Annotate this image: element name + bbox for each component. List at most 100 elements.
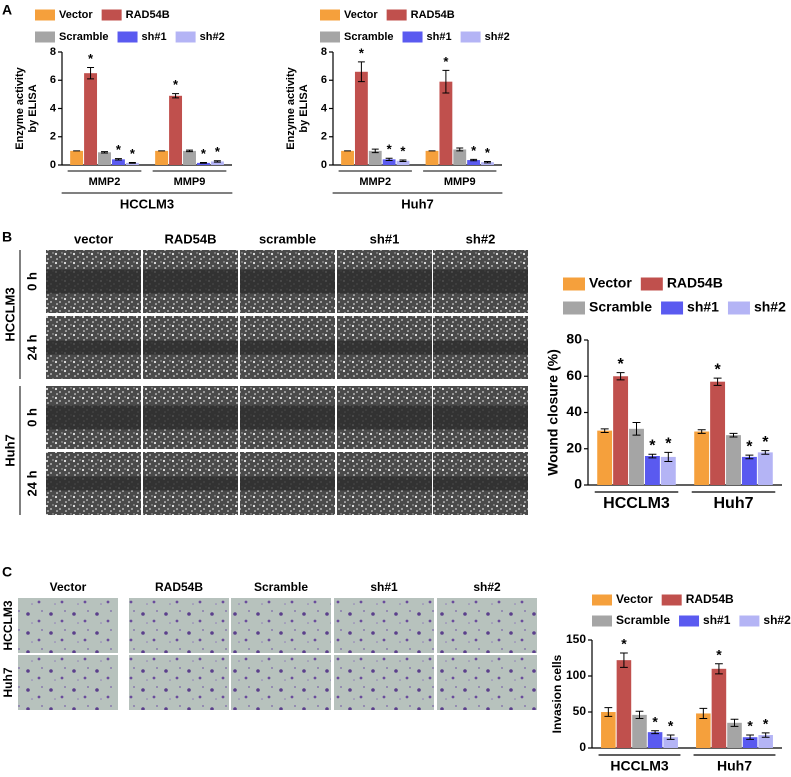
wound-gap — [143, 340, 238, 355]
y-tick-label: 60 — [566, 367, 582, 383]
bar — [341, 150, 354, 165]
row-label: HCCLM3 — [1, 600, 15, 650]
invasion-image — [129, 598, 229, 653]
y-tick-label: 8 — [50, 46, 56, 58]
error-bar — [651, 730, 659, 735]
bar — [629, 428, 644, 485]
column-header: vector — [74, 231, 113, 246]
legend-swatch — [739, 615, 760, 627]
legend-swatch — [35, 31, 55, 43]
wound-gap — [143, 405, 238, 430]
column-header: sh#2 — [473, 580, 501, 594]
legend-label: Vector — [344, 9, 378, 21]
error-bar — [604, 707, 613, 717]
error-bar — [128, 161, 136, 164]
wound-gap — [46, 476, 141, 491]
y-axis-label: Enzyme activity — [285, 66, 297, 149]
legend-label: sh#2 — [754, 299, 786, 315]
panel-label: C — [2, 564, 12, 580]
legend-swatch — [402, 31, 423, 43]
legend-swatch — [661, 301, 684, 315]
y-axis-label: Invasion cells — [550, 654, 564, 733]
bar — [183, 150, 196, 165]
legend-label: Scramble — [344, 31, 394, 43]
significance-mark: * — [387, 142, 393, 157]
wound-gap — [433, 476, 528, 491]
bar — [742, 737, 758, 748]
time-label: 0 h — [24, 272, 39, 291]
x-tick-label: Huh7 — [714, 495, 754, 512]
significance-mark: * — [649, 437, 656, 454]
significance-mark: * — [400, 143, 406, 158]
significance-mark: * — [714, 361, 721, 378]
x-tick-label: MMP9 — [174, 176, 206, 188]
y-tick-label: 80 — [566, 331, 582, 347]
y-axis-label: by ELISA — [27, 84, 39, 132]
invasion-image — [334, 598, 434, 653]
error-bar — [385, 157, 393, 161]
significance-mark: * — [716, 646, 722, 662]
bar — [741, 456, 757, 485]
legend-label: Vector — [589, 275, 632, 291]
error-bar — [172, 93, 180, 99]
wound-gap — [433, 269, 528, 294]
column-header: sh#2 — [466, 231, 496, 246]
bar — [694, 431, 710, 485]
x-tick-label: MMP2 — [359, 176, 391, 188]
bar — [757, 452, 773, 485]
legend-label: Scramble — [589, 299, 652, 315]
error-bar — [664, 451, 673, 462]
significance-mark: * — [665, 436, 672, 453]
bar — [758, 735, 773, 748]
y-tick-label: 2 — [50, 131, 56, 143]
bar — [727, 722, 742, 748]
y-tick-label: 6 — [50, 74, 56, 86]
y-tick-label: 0 — [574, 476, 582, 492]
significance-mark: * — [173, 77, 179, 92]
significance-mark: * — [359, 45, 365, 60]
error-bar — [632, 421, 641, 436]
legend-swatch — [563, 277, 585, 291]
y-tick-label: 4 — [50, 102, 57, 114]
bar — [439, 81, 453, 165]
invasion-image — [437, 598, 537, 653]
significance-mark: * — [485, 145, 491, 160]
legend-swatch — [640, 277, 663, 291]
y-tick-label: 40 — [566, 403, 582, 419]
row-label: HCCLM3 — [2, 287, 17, 341]
y-tick-label: 6 — [321, 74, 327, 86]
bar — [84, 73, 98, 165]
y-tick-label: 150 — [566, 632, 586, 646]
significance-mark: * — [617, 356, 624, 373]
legend-label: sh#1 — [142, 31, 167, 43]
y-tick-label: 20 — [566, 439, 582, 455]
bar — [632, 714, 647, 748]
significance-mark: * — [471, 143, 477, 158]
significance-mark: * — [668, 718, 674, 734]
error-bar — [114, 158, 122, 161]
significance-mark: * — [746, 438, 753, 455]
bar — [196, 162, 210, 165]
y-tick-label: 8 — [321, 46, 327, 58]
error-bar — [697, 429, 706, 434]
wound-gap — [433, 340, 528, 355]
legend-swatch — [320, 31, 340, 43]
y-tick-label: 0 — [50, 159, 56, 171]
wound-gap — [46, 269, 141, 294]
legend-swatch — [320, 9, 340, 21]
bar — [616, 660, 632, 748]
wound-gap — [240, 476, 335, 491]
error-bar — [620, 652, 628, 668]
legend-label: sh#2 — [763, 613, 791, 627]
error-bar — [484, 160, 491, 164]
legend-swatch — [460, 31, 481, 43]
bar — [169, 95, 183, 165]
error-bar — [729, 432, 738, 438]
error-bar — [371, 148, 379, 154]
wound-gap — [143, 476, 238, 491]
wound-gap — [433, 405, 528, 430]
legend-swatch — [592, 594, 612, 606]
error-bar — [746, 734, 754, 740]
bar — [660, 456, 676, 485]
bar — [368, 150, 382, 165]
